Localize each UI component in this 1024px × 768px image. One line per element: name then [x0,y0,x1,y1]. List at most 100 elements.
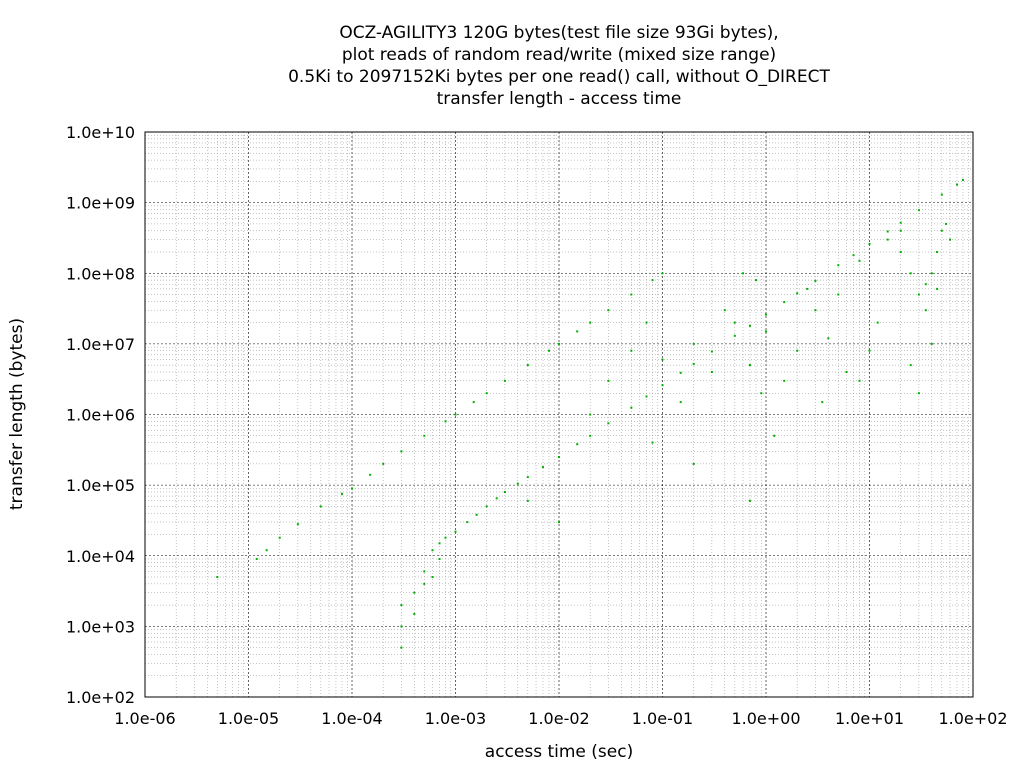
data-point [924,309,927,312]
x-tick-label: 1.0e+01 [835,709,904,728]
data-point [899,229,902,232]
data-point [661,384,664,387]
data-point [400,625,403,628]
data-point [821,401,824,404]
data-point [886,238,889,241]
data-point [710,350,713,353]
x-tick-label: 1.0e-05 [218,709,279,728]
data-point [949,238,951,241]
x-axis-label: access time (sec) [485,742,633,762]
y-tick-label: 1.0e+02 [66,688,135,707]
y-tick-label: 1.0e+04 [66,547,135,566]
data-point [945,222,948,225]
data-point [431,576,434,578]
chart-title: OCZ-AGILITY3 120G bytes(test file size 9… [288,23,830,109]
data-point [661,358,664,361]
data-point [645,321,648,324]
y-tick-label: 1.0e+09 [66,194,135,213]
data-point [630,406,633,409]
data-points [216,178,964,649]
data-point [755,279,757,282]
data-point [917,392,920,395]
data-point [466,521,469,524]
data-point [710,371,713,373]
data-point [369,473,372,476]
title-line-1: OCZ-AGILITY3 120G bytes(test file size 9… [339,23,778,43]
data-point [917,293,920,296]
data-point [783,301,786,304]
data-point [845,371,848,373]
data-point [796,349,799,352]
data-point [431,549,434,552]
data-point [382,462,385,465]
data-point [526,476,529,479]
data-point [423,582,426,585]
y-tick-label: 1.0e+08 [66,264,135,283]
data-point [868,242,871,245]
data-point [400,604,403,607]
data-point [607,379,610,382]
x-tick-label: 1.0e-06 [114,709,175,728]
y-tick-label: 1.0e+06 [66,406,135,425]
data-point [886,230,889,233]
data-point [630,293,633,296]
y-tick-label: 1.0e+10 [66,123,135,142]
data-point [749,364,751,367]
data-point [485,392,488,395]
data-point [526,364,529,367]
data-point [814,309,817,312]
data-point [899,221,902,224]
data-point [924,283,927,286]
data-point [679,371,682,374]
data-point [438,542,441,545]
data-point [265,549,268,552]
data-point [962,178,964,181]
data-point [868,349,871,352]
data-point [936,287,939,290]
data-point [679,401,682,404]
data-point [956,183,958,186]
data-point [607,309,610,312]
data-point [558,521,560,524]
data-point [837,293,840,296]
data-point [651,279,654,282]
data-point [940,229,943,232]
data-point [341,492,343,495]
data-point [837,264,840,267]
data-point [796,292,799,295]
data-point [783,379,786,382]
x-tick-label: 1.0e-03 [425,709,486,728]
data-point [858,379,861,382]
data-point [576,443,579,446]
data-point [692,362,695,365]
data-point [558,342,560,345]
data-point [876,321,879,324]
data-point [589,321,592,324]
y-tick-label: 1.0e+05 [66,476,135,495]
data-point [909,364,912,367]
data-point [749,499,751,502]
x-tick-label: 1.0e-04 [321,709,382,728]
data-point [827,337,830,340]
data-point [661,272,664,275]
data-point [630,349,633,352]
x-tick-label: 1.0e+02 [938,709,1007,728]
data-point [444,420,447,423]
plot-frame [144,131,974,698]
data-point [814,279,817,282]
data-point [930,342,933,345]
data-point [400,646,403,649]
data-point [692,462,695,465]
data-point [930,272,933,275]
data-point [475,513,478,516]
data-point [503,491,506,493]
data-point [278,536,281,539]
data-point [558,456,560,458]
data-point [548,349,550,352]
data-point [216,576,219,578]
title-line-3: 0.5Ki to 2097152Ki bytes per one read() … [288,67,830,87]
data-point [576,330,579,333]
data-point [936,251,939,253]
x-axis-tick-labels: 1.0e-06 1.0e-05 1.0e-04 1.0e-03 1.0e-02 1.0e-… [114,709,1007,728]
